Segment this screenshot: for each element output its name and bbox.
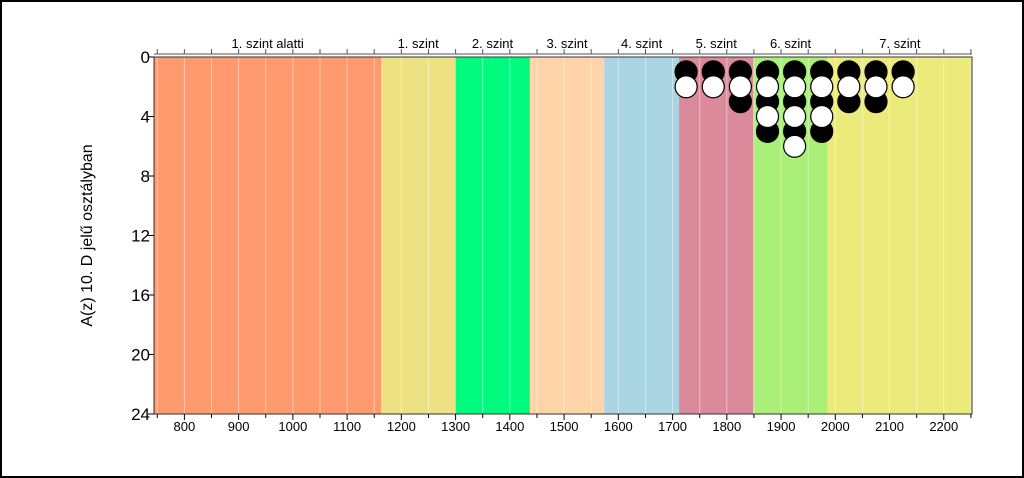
data-point-white — [837, 75, 861, 99]
x-tick-label: 2100 — [875, 419, 904, 434]
x-tick-label: 1900 — [767, 419, 796, 434]
band-label-5: 4. szint — [621, 36, 663, 51]
x-tick-label: 1100 — [333, 419, 361, 434]
x-tick-label: 1000 — [278, 419, 307, 434]
data-point-white — [701, 75, 725, 99]
band-4 — [529, 57, 605, 414]
band-label-4: 3. szint — [546, 36, 588, 51]
band-8 — [827, 57, 972, 414]
x-tick-label: 800 — [174, 419, 196, 434]
y-tick-label: 24 — [131, 405, 150, 424]
y-tick-label: 16 — [131, 286, 150, 305]
band-2 — [381, 57, 456, 414]
y-axis-title: A(z) 10. D jelű osztályban — [79, 144, 96, 326]
band-label-3: 2. szint — [472, 36, 514, 51]
data-point-white — [783, 134, 807, 158]
band-label-6: 5. szint — [696, 36, 738, 51]
data-point-white — [810, 104, 834, 129]
data-point-white — [674, 75, 698, 99]
x-tick-label: 1500 — [550, 419, 579, 434]
data-point-white — [755, 75, 780, 99]
x-tick-label: 900 — [228, 419, 250, 434]
data-point-white — [864, 75, 888, 99]
data-point-white — [891, 75, 915, 99]
data-point-white — [728, 75, 752, 99]
x-tick-label: 1600 — [604, 419, 633, 434]
band-label-2: 1. szint — [398, 36, 440, 51]
x-tick-label: 1800 — [712, 419, 741, 434]
x-tick-label: 1300 — [441, 419, 470, 434]
band-3 — [455, 57, 530, 414]
data-point-white — [783, 104, 807, 129]
band-label-1: 1. szint alatti — [232, 36, 304, 51]
data-point-white — [755, 104, 780, 129]
band-6 — [679, 57, 754, 414]
band-label-8: 7. szint — [879, 36, 921, 51]
y-tick-label: 0 — [141, 48, 150, 67]
x-tick-label: 1200 — [387, 419, 416, 434]
band-1 — [154, 57, 382, 414]
band-5 — [604, 57, 680, 414]
band-label-7: 6. szint — [770, 36, 812, 51]
y-tick-label: 4 — [141, 108, 150, 127]
y-tick-label: 20 — [131, 346, 150, 365]
x-tick-label: 1400 — [495, 419, 524, 434]
y-tick-label: 8 — [141, 167, 150, 186]
x-tick-label: 1700 — [658, 419, 687, 434]
x-tick-label: 2000 — [821, 419, 850, 434]
data-point-white — [810, 75, 834, 99]
data-point-white — [783, 75, 807, 99]
x-tick-label: 2200 — [929, 419, 958, 434]
y-tick-label: 12 — [131, 227, 150, 246]
